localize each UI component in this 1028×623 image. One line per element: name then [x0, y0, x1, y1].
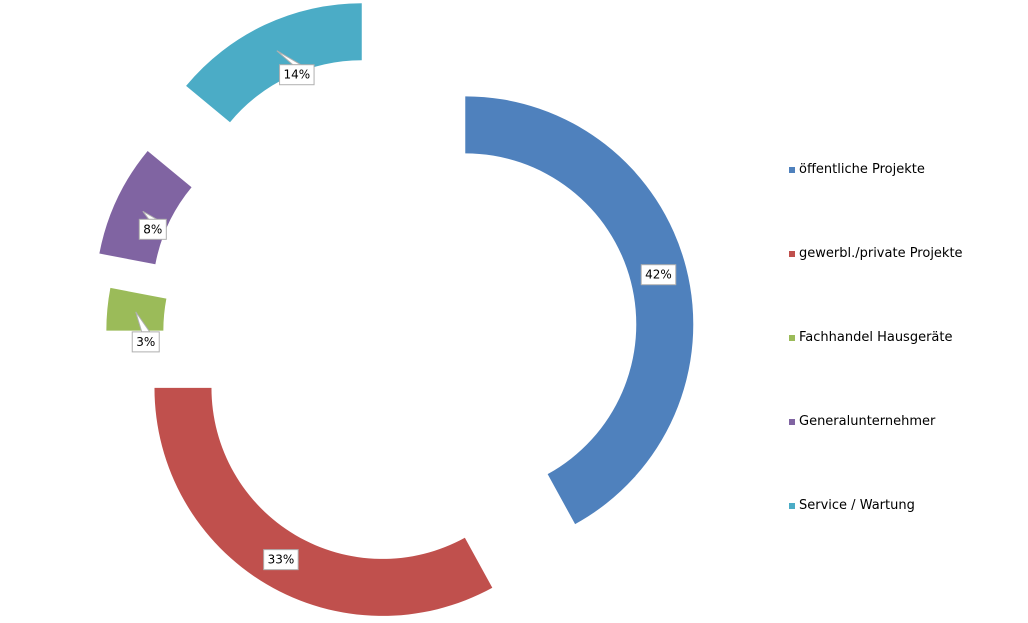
- legend-label: gewerbl./private Projekte: [799, 246, 963, 261]
- data-label-text: 33%: [268, 553, 295, 567]
- legend-swatch: [789, 167, 795, 173]
- data-label: 14%: [276, 50, 315, 86]
- data-labels-group: 42% 33% 3% 8% 14%: [131, 50, 677, 571]
- data-label-box: [263, 549, 299, 571]
- legend-label: Fachhandel Hausgeräte: [799, 330, 953, 345]
- legend-item: gewerbl./private Projekte: [789, 244, 963, 328]
- data-label-box: [640, 264, 677, 286]
- data-label: 3%: [131, 311, 160, 353]
- data-label-box: [138, 218, 167, 240]
- legend-item: Service / Wartung: [789, 496, 963, 580]
- legend-swatch: [789, 251, 795, 257]
- legend-swatch: [789, 335, 795, 341]
- legend-swatch: [789, 503, 795, 509]
- data-label-text: 42%: [645, 268, 672, 282]
- data-label-box: [131, 331, 160, 353]
- data-label: 8%: [138, 210, 167, 240]
- legend-swatch: [789, 419, 795, 425]
- data-label-text: 3%: [136, 335, 155, 349]
- donut-slice: [106, 287, 167, 331]
- data-label-text: 14%: [283, 68, 310, 82]
- legend-item: Generalunternehmer: [789, 412, 963, 496]
- slices-group: [99, 3, 694, 616]
- legend-item: Fachhandel Hausgeräte: [789, 328, 963, 412]
- data-label: 33%: [263, 549, 299, 571]
- donut-slice: [99, 150, 192, 265]
- legend-item: öffentliche Projekte: [789, 160, 963, 244]
- legend-label: Service / Wartung: [799, 498, 915, 513]
- donut-slice: [186, 3, 362, 123]
- donut-slice: [154, 387, 493, 616]
- data-label-text: 8%: [143, 222, 162, 236]
- legend-label: Generalunternehmer: [799, 414, 936, 429]
- legend-label: öffentliche Projekte: [799, 162, 925, 177]
- data-label-box: [279, 64, 315, 86]
- donut-slice: [465, 96, 694, 525]
- data-label: 42%: [640, 264, 677, 286]
- legend: öffentliche Projekte gewerbl./private Pr…: [789, 160, 963, 580]
